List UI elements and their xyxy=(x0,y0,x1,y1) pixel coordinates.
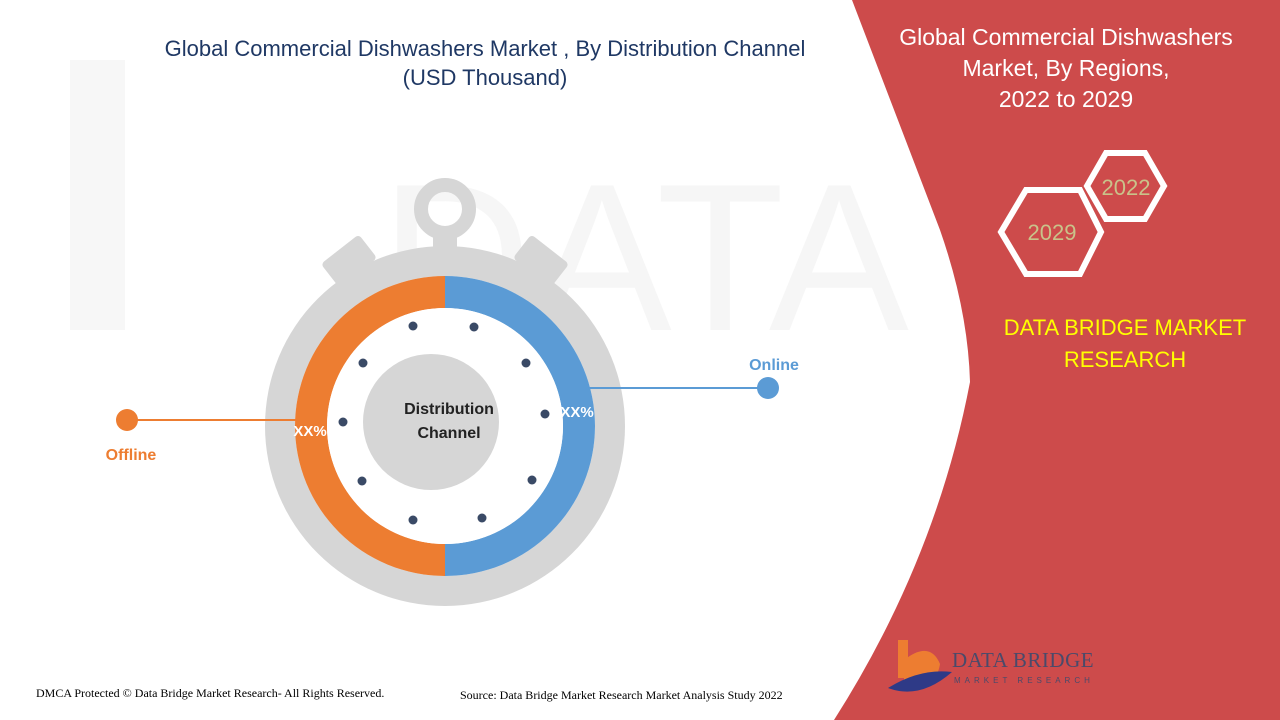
brand-text: DATA BRIDGE MARKET RESEARCH xyxy=(980,312,1270,376)
footer-copyright: DMCA Protected © Data Bridge Market Rese… xyxy=(36,686,385,700)
footer-source: Source: Data Bridge Market Research Mark… xyxy=(460,688,783,702)
center-disc xyxy=(363,354,499,490)
side-panel-title: Global Commercial Dishwashers Market, By… xyxy=(870,22,1262,115)
logo: DATA BRIDGE MARKET RESEARCH xyxy=(884,640,1104,696)
dial-dots xyxy=(338,321,550,525)
logo-name: DATA BRIDGE xyxy=(952,648,1095,672)
offline-marker xyxy=(116,409,138,431)
hex-label-2022: 2022 xyxy=(1102,175,1151,200)
brand-text-line1: DATA BRIDGE MARKET xyxy=(1003,315,1247,340)
data-bridge-logo-icon xyxy=(888,640,952,692)
logo-subtitle: MARKET RESEARCH xyxy=(954,676,1094,685)
donut-segment-online xyxy=(445,276,595,576)
chart-title-line2: (USD Thousand) xyxy=(402,65,568,90)
center-label-line1: Distribution xyxy=(404,401,494,418)
online-legend-label: Online xyxy=(749,357,799,374)
side-panel-background xyxy=(834,0,1280,720)
hex-label-2029: 2029 xyxy=(1028,220,1077,245)
side-title-line2: Market, By Regions, xyxy=(962,55,1170,81)
hexagon-2029 xyxy=(997,187,1105,277)
chart-title: Global Commercial Dishwashers Market , B… xyxy=(100,34,870,92)
online-marker xyxy=(757,377,779,399)
donut-segment-offline xyxy=(295,276,445,576)
side-title-line3: 2022 to 2029 xyxy=(998,86,1134,112)
donut-chart xyxy=(295,276,595,576)
chart-title-line1: Global Commercial Dishwashers Market , B… xyxy=(164,36,806,61)
center-label-line2: Channel xyxy=(417,425,480,442)
brand-text-line2: RESEARCH xyxy=(1063,347,1187,372)
offline-legend-label: Offline xyxy=(106,447,157,464)
side-title-line1: Global Commercial Dishwashers xyxy=(899,24,1233,50)
offline-value-label: XX% xyxy=(293,423,326,440)
hexagon-2022 xyxy=(1083,150,1168,222)
online-value-label: XX% xyxy=(560,404,593,421)
